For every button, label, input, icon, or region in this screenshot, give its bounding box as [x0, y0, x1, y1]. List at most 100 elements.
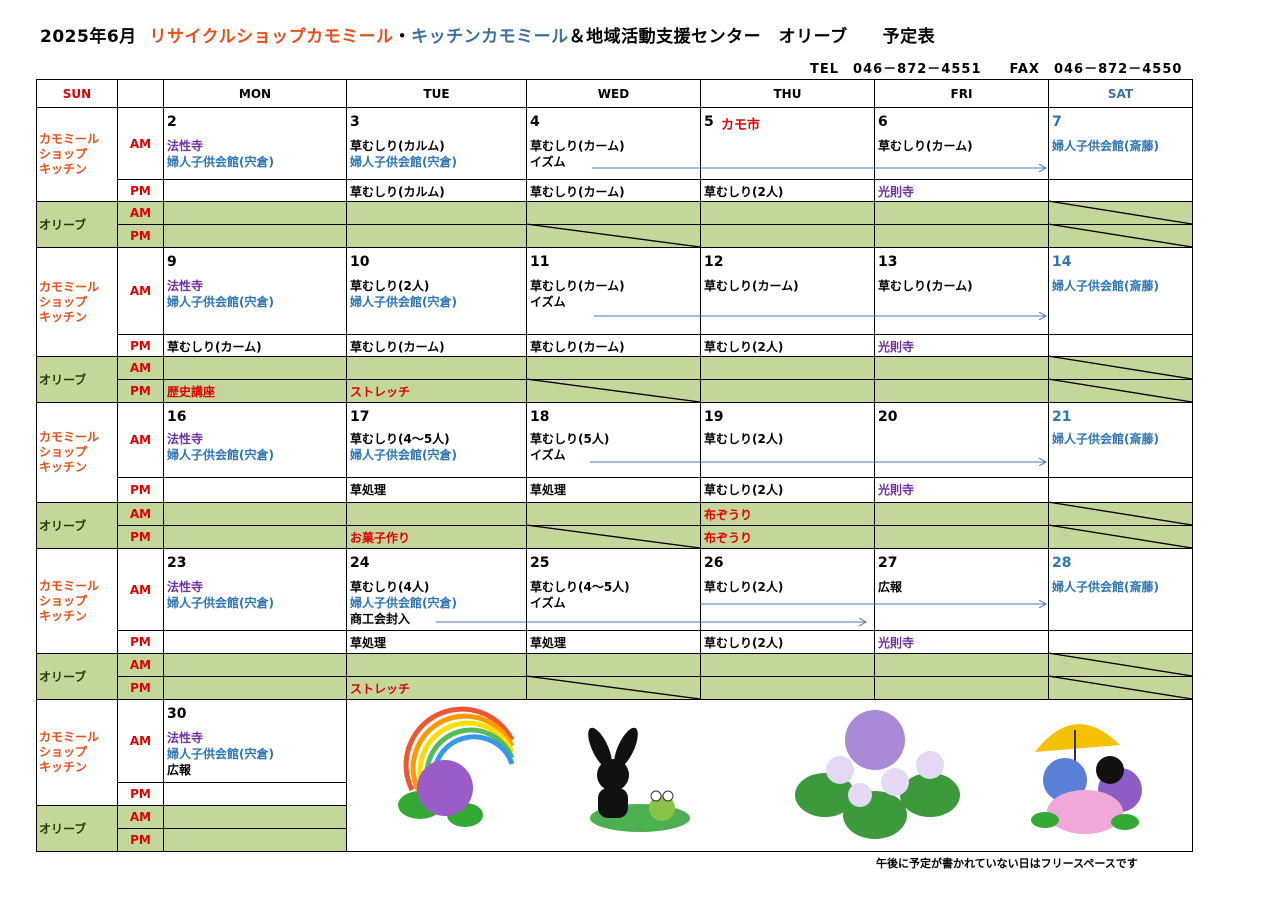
am-schedule: 法性寺 婦人子供会館(宍倉) 広報 [167, 730, 274, 778]
day-number: 27 [878, 555, 898, 571]
pm-text: PM [130, 787, 151, 801]
olive-cell-pm [1048, 676, 1193, 700]
olive-cell-am [526, 653, 701, 677]
am-schedule: 草むしり(カーム) [878, 278, 973, 294]
olive-am-label: AM [117, 805, 164, 829]
day-cell-pm: 草むしり(カルム) [346, 179, 527, 202]
schedule-item: 草むしり(2人) [704, 483, 784, 497]
day-number: 6 [878, 114, 888, 130]
schedule-item: 草むしり(カーム) [530, 185, 625, 199]
am-schedule: 草むしり(カーム) [704, 278, 799, 294]
day-cell-am: 28 婦人子供会館(斎藤) [1048, 548, 1193, 631]
schedule-item: 草むしり(4～5人) [350, 432, 450, 446]
olive-cell-pm [163, 828, 347, 852]
olive-label: オリーブ [36, 356, 118, 403]
schedule-item: 光則寺 [878, 483, 915, 497]
day-cell-am: 13 草むしり(カーム) [874, 247, 1049, 335]
day-cell-pm [163, 477, 347, 503]
day-cell-pm [163, 630, 347, 654]
am-text: AM [129, 206, 152, 220]
schedule-item: 光則寺 [878, 636, 915, 650]
schedule-item: 婦人子供会館(宍倉) [167, 596, 274, 610]
olive-am-label: AM [117, 653, 164, 677]
schedule-item: 法性寺 [167, 731, 204, 745]
kitchen-label-text: カモミール ショップ キッチン [39, 279, 100, 324]
olive-am-label: AM [117, 356, 164, 380]
olive-cell-am [346, 653, 527, 677]
day-cell-am: 19 草むしり(2人) [700, 402, 875, 478]
day-cell-pm: 草むしり(2人) [700, 334, 875, 357]
day-cell-am: 6 草むしり(カーム) [874, 107, 1049, 180]
olive-cell-pm [1048, 224, 1193, 248]
olive-label: オリーブ [36, 502, 118, 549]
day-cell-am: 4 草むしり(カーム) イズム [526, 107, 701, 180]
schedule-item: イズム [530, 295, 566, 309]
day-number: 24 [350, 555, 370, 571]
kitchen-label-text: カモミール ショップ キッチン [39, 578, 100, 623]
olive-cell-am [700, 356, 875, 380]
title-rest: ＆地域活動支援センター オリーブ 予定表 [568, 27, 936, 47]
schedule-item: 婦人子供会館(宍倉) [167, 155, 274, 169]
pm-text: PM [130, 229, 151, 243]
olive-item: お菓子作り [350, 531, 411, 545]
header-tue: TUE [346, 79, 527, 108]
olive-cell-pm [526, 224, 701, 248]
day-number: 14 [1052, 254, 1072, 270]
day-cell-am: 25 草むしり(4～5人) イズム [526, 548, 701, 631]
schedule-item: 草むしり(カーム) [350, 340, 445, 354]
olive-item: 布ぞうり [704, 508, 753, 522]
am-schedule: 草むしり(4人) 婦人子供会館(宍倉) 商工会封入 [350, 579, 457, 627]
kitchen-am-label: AM [117, 247, 164, 335]
olive-label: オリーブ [36, 805, 118, 852]
olive-cell-pm [526, 676, 701, 700]
day-cell-am: 26 草むしり(2人) [700, 548, 875, 631]
kitchen-label: カモミール ショップ キッチン [36, 548, 118, 654]
olive-label-text: オリーブ [39, 519, 87, 533]
schedule-item: 草むしり(カーム) [704, 279, 799, 293]
olive-label-text: オリーブ [39, 670, 87, 684]
day-cell-pm: 草むしり(カーム) [526, 334, 701, 357]
am-text: AM [129, 284, 152, 298]
olive-cell-am [163, 201, 347, 225]
kitchen-pm-label: PM [117, 179, 164, 202]
schedule-item: 婦人子供会館(宍倉) [167, 747, 274, 761]
day-cell-pm: 草処理 [526, 630, 701, 654]
am-schedule: 法性寺 婦人子供会館(宍倉) [167, 138, 274, 170]
am-schedule: 婦人子供会館(斎藤) [1052, 278, 1159, 294]
olive-label-text: オリーブ [39, 822, 87, 836]
am-schedule: 草むしり(カーム) イズム [530, 138, 625, 170]
title-kitchen: キッチンカモミール [411, 27, 569, 47]
olive-cell-pm [526, 525, 701, 549]
olive-cell-am [1048, 653, 1193, 677]
schedule-item: 草むしり(4人) [350, 580, 430, 594]
day-cell-pm: 草むしり(カーム) [346, 334, 527, 357]
day-cell-am: 24 草むしり(4人) 婦人子供会館(宍倉) 商工会封入 [346, 548, 527, 631]
kitchen-pm-label: PM [117, 477, 164, 503]
olive-cell-am [526, 201, 701, 225]
header-wed: WED [526, 79, 701, 108]
olive-cell-pm [874, 224, 1049, 248]
schedule-item: 広報 [878, 580, 903, 594]
olive-cell-am [874, 653, 1049, 677]
title-date: 2025年6月 [40, 27, 137, 47]
kitchen-label: カモミール ショップ キッチン [36, 247, 118, 357]
schedule-item: イズム [530, 448, 566, 462]
day-number: 16 [167, 409, 187, 425]
day-cell-pm [1048, 630, 1193, 654]
am-text: AM [129, 658, 152, 672]
day-event: カモ市 [721, 118, 761, 133]
olive-am-label: AM [117, 201, 164, 225]
schedule-item: 草処理 [350, 483, 387, 497]
kitchen-pm-label: PM [117, 782, 164, 806]
pm-text: PM [130, 833, 151, 847]
day-cell-am: 10 草むしり(2人) 婦人子供会館(宍倉) [346, 247, 527, 335]
kitchen-label-text: カモミール ショップ キッチン [39, 730, 100, 774]
olive-cell-pm: ストレッチ [346, 379, 527, 403]
day-cell-am: 14 婦人子供会館(斎藤) [1048, 247, 1193, 335]
am-text: AM [129, 136, 152, 151]
schedule-item: 婦人子供会館(斎藤) [1052, 432, 1159, 446]
day-number: 25 [530, 555, 550, 571]
schedule-item: 法性寺 [167, 580, 204, 594]
schedule-item: 法性寺 [167, 279, 204, 293]
olive-cell-pm [874, 379, 1049, 403]
